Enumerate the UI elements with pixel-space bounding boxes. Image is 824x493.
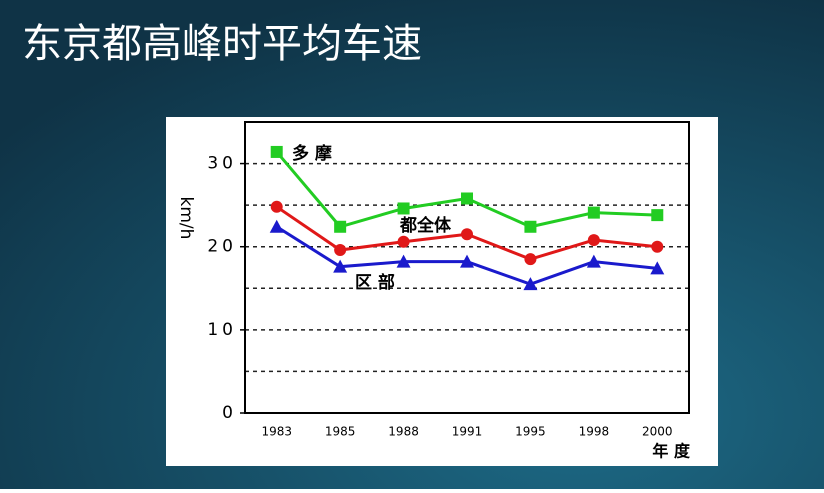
- point-marker: [397, 202, 410, 215]
- point-marker: [461, 192, 473, 205]
- point-marker: [651, 240, 664, 253]
- y-tick-label: 10: [207, 320, 237, 340]
- point-marker: [270, 200, 283, 213]
- point-marker: [460, 254, 474, 268]
- y-tick-label: 30: [207, 154, 237, 174]
- y-tick-label: 20: [207, 237, 237, 257]
- y-axis-label: km/h: [176, 197, 196, 240]
- y-tick-label: 0: [222, 403, 237, 423]
- x-tick-label: 2000: [642, 425, 673, 439]
- point-marker: [396, 254, 411, 268]
- x-tick-label: 1998: [579, 425, 610, 439]
- x-tick-label: 1985: [325, 425, 356, 439]
- plot-frame: [244, 121, 690, 414]
- point-marker: [651, 209, 664, 222]
- point-marker: [586, 254, 601, 268]
- x-tick-label: 1995: [515, 425, 546, 439]
- chart-panel: [166, 117, 718, 466]
- point-marker: [397, 235, 410, 248]
- point-marker: [334, 220, 347, 233]
- point-marker: [587, 206, 600, 219]
- point-marker: [333, 259, 348, 273]
- slide-title: 东京都高峰时平均车速: [22, 21, 422, 67]
- point-marker: [587, 234, 600, 247]
- series-label: 区 部: [355, 272, 395, 293]
- point-marker: [334, 244, 347, 257]
- x-tick-label: 1983: [261, 425, 292, 439]
- point-marker: [461, 228, 473, 241]
- point-marker: [524, 220, 537, 233]
- series-label: 都全体: [399, 215, 452, 236]
- point-marker: [269, 219, 284, 233]
- point-marker: [523, 277, 538, 291]
- x-axis-label: 年 度: [652, 442, 691, 461]
- point-marker: [270, 145, 283, 158]
- series-label: 多 摩: [292, 143, 332, 164]
- x-tick-label: 1991: [452, 425, 483, 439]
- x-tick-label: 1988: [388, 425, 419, 439]
- point-marker: [650, 261, 665, 275]
- point-marker: [524, 253, 537, 266]
